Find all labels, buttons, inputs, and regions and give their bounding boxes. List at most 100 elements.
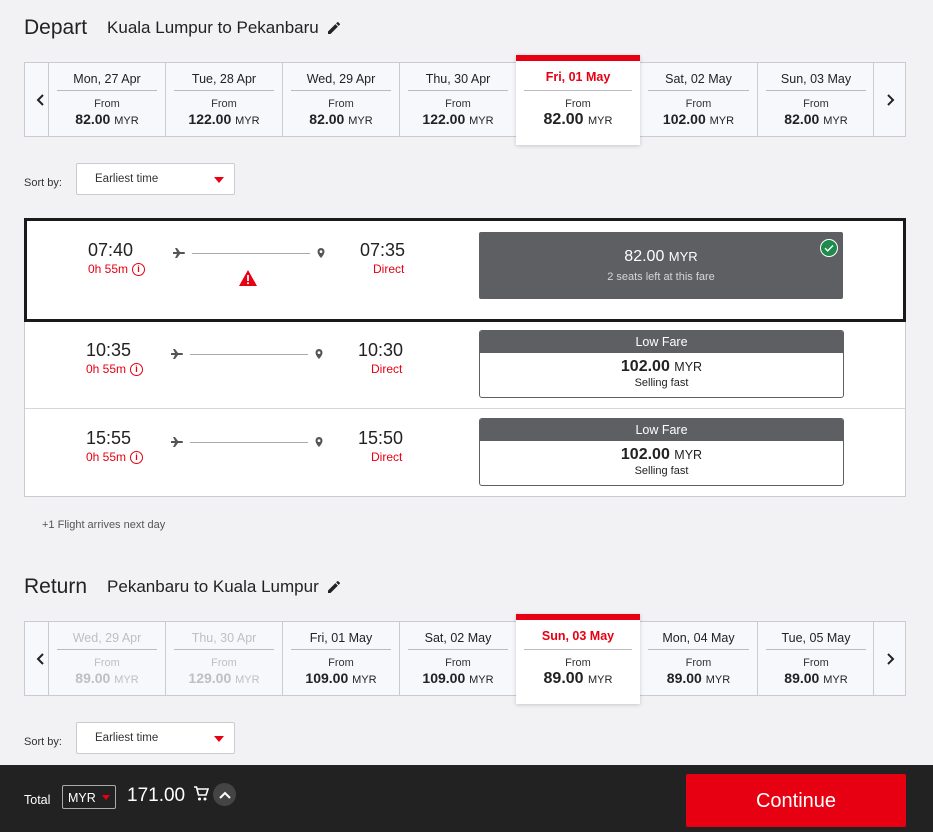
duration-text: 0h 55m [86, 450, 127, 464]
check-icon [820, 239, 838, 257]
flight-duration: 0h 55m i [86, 362, 144, 376]
sort-value: Earliest time [95, 173, 159, 185]
return-date-6[interactable]: Tue, 05 May From 89.00 MYR [757, 622, 874, 695]
return-route: Pekanbaru to Kuala Lumpur [107, 577, 319, 596]
location-pin-icon [315, 349, 323, 359]
date-currency: MYR [352, 674, 377, 686]
fare-option[interactable]: Low Fare 102.00 MYR Selling fast [479, 330, 844, 398]
date-currency: MYR [823, 674, 848, 686]
warning-icon[interactable] [239, 270, 257, 286]
date-price: 82.00 [75, 111, 111, 127]
date-currency: MYR [348, 115, 373, 127]
booking-footer: Total MYR 171.00 Continue [0, 765, 933, 832]
pencil-icon[interactable] [327, 21, 341, 35]
info-icon[interactable]: i [130, 450, 144, 464]
depart-date-5[interactable]: Sat, 02 May From 102.00 MYR [640, 63, 757, 136]
arrival-time: 15:50 [358, 428, 404, 448]
duration-text: 0h 55m [88, 262, 129, 276]
date-price: 122.00 [188, 111, 232, 127]
flight-row[interactable]: 10:35 0h 55m i 10:30 Direct Low Fare 102… [25, 320, 905, 409]
route-line [192, 253, 310, 254]
from-label: From [94, 98, 120, 110]
fare-option-selected[interactable]: 82.00 MYR 2 seats left at this fare [479, 232, 843, 299]
departure-time: 15:55 [86, 428, 132, 448]
pencil-icon[interactable] [327, 580, 341, 594]
depart-date-2[interactable]: Wed, 29 Apr From 82.00 MYR [282, 63, 399, 136]
return-date-2[interactable]: Fri, 01 May From 109.00 MYR [282, 622, 399, 695]
fare-option[interactable]: Low Fare 102.00 MYR Selling fast [479, 418, 844, 486]
date-label: Mon, 04 May [648, 622, 749, 650]
date-label: Tue, 28 Apr [174, 63, 274, 91]
stops-label: Direct [371, 362, 403, 376]
fare-currency: MYR [674, 360, 703, 374]
fare-tag: Low Fare [480, 331, 843, 353]
fare-note: Selling fast [634, 377, 689, 389]
stops-label: Direct [373, 262, 405, 276]
return-date-strip: Wed, 29 Apr From 89.00 MYR Thu, 30 Apr F… [24, 614, 906, 704]
fare-price: 82.00 [624, 248, 665, 265]
arrival-time: 10:30 [358, 340, 404, 360]
return-date-1: Thu, 30 Apr From 129.00 MYR [165, 622, 282, 695]
chevron-right-icon[interactable] [873, 622, 905, 695]
return-sort-select[interactable]: Earliest time [76, 722, 235, 754]
flight-row[interactable]: 15:55 0h 55m i 15:50 Direct Low Fare 102… [25, 409, 905, 496]
date-currency: MYR [469, 674, 494, 686]
return-date-3[interactable]: Sat, 02 May From 109.00 MYR [399, 622, 516, 695]
date-label: Sun, 03 May [766, 63, 866, 91]
info-icon[interactable]: i [132, 262, 146, 276]
from-label: From [803, 657, 829, 669]
flight-row-selected[interactable]: 07:40 0h 55m i 07:35 Direct 82.00 MYR 2 … [24, 218, 906, 322]
arrival-time: 07:35 [360, 240, 406, 260]
date-currency: MYR [588, 115, 613, 127]
depart-date-3[interactable]: Thu, 30 Apr From 122.00 MYR [399, 63, 516, 136]
chevron-right-icon[interactable] [873, 63, 905, 136]
date-label: Mon, 27 Apr [57, 63, 157, 91]
from-label: From [565, 657, 591, 669]
date-label: Fri, 01 May [291, 622, 391, 650]
return-date-5[interactable]: Mon, 04 May From 89.00 MYR [640, 622, 757, 695]
date-price: 82.00 [784, 111, 820, 127]
departure-time: 07:40 [88, 240, 134, 260]
from-label: From [685, 657, 712, 669]
depart-date-6[interactable]: Sun, 03 May From 82.00 MYR [757, 63, 874, 136]
date-currency: MYR [588, 674, 613, 686]
depart-date-0[interactable]: Mon, 27 Apr From 82.00 MYR [48, 63, 165, 136]
flight-duration: 0h 55m i [86, 450, 144, 464]
date-currency: MYR [114, 115, 139, 127]
date-price: 109.00 [305, 670, 349, 686]
next-day-note: +1 Flight arrives next day [42, 519, 166, 531]
date-label: Sat, 02 May [408, 622, 508, 650]
from-label: From [211, 657, 237, 669]
chevron-left-icon[interactable] [25, 63, 57, 136]
from-label: From [803, 98, 829, 110]
chevron-up-icon[interactable] [213, 783, 236, 806]
fare-price: 102.00 [620, 358, 670, 375]
duration-text: 0h 55m [86, 362, 127, 376]
return-header: Return Pekanbaru to Kuala Lumpur [24, 575, 341, 599]
caret-down-icon [214, 736, 224, 742]
date-price: 82.00 [543, 111, 584, 128]
return-date-0: Wed, 29 Apr From 89.00 MYR [48, 622, 165, 695]
depart-date-selected[interactable]: Fri, 01 May From 82.00 MYR [516, 55, 640, 145]
depart-date-1[interactable]: Tue, 28 Apr From 122.00 MYR [165, 63, 282, 136]
date-currency: MYR [705, 674, 731, 686]
route-line [190, 442, 308, 443]
date-label: Fri, 01 May [524, 61, 632, 91]
date-price: 89.00 [666, 670, 702, 686]
date-price: 129.00 [188, 670, 232, 686]
continue-button[interactable]: Continue [686, 774, 906, 827]
return-date-selected[interactable]: Sun, 03 May From 89.00 MYR [516, 614, 640, 704]
currency-select[interactable]: MYR [62, 785, 116, 809]
date-price: 89.00 [784, 670, 820, 686]
flight-list: 07:40 0h 55m i 07:35 Direct 82.00 MYR 2 … [24, 218, 906, 497]
from-label: From [445, 657, 471, 669]
from-label: From [94, 657, 120, 669]
fare-note: Selling fast [634, 465, 689, 477]
fare-tag: Low Fare [480, 419, 843, 441]
cart-icon[interactable] [193, 786, 209, 802]
info-icon[interactable]: i [130, 362, 144, 376]
depart-sort-select[interactable]: Earliest time [76, 163, 235, 195]
date-label: Thu, 30 Apr [174, 622, 274, 650]
chevron-left-icon[interactable] [25, 622, 57, 695]
total-amount: 171.00 [127, 785, 186, 806]
